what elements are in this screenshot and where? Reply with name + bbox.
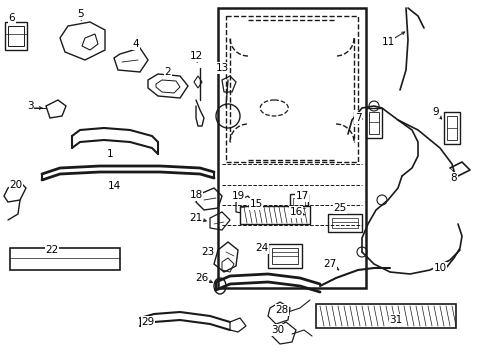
- Bar: [240, 206, 309, 224]
- Bar: [331, 218, 357, 228]
- Text: 11: 11: [381, 37, 394, 47]
- Text: 12: 12: [189, 51, 202, 61]
- Text: 26: 26: [195, 273, 208, 283]
- Bar: [443, 112, 459, 144]
- Bar: [365, 108, 381, 138]
- Text: 10: 10: [432, 263, 446, 273]
- Text: 31: 31: [388, 315, 402, 325]
- Text: 4: 4: [132, 39, 139, 49]
- Bar: [267, 244, 302, 268]
- Bar: [289, 194, 307, 222]
- Bar: [218, 8, 365, 288]
- Text: 23: 23: [201, 247, 214, 257]
- Bar: [5, 22, 27, 50]
- Text: 28: 28: [275, 305, 288, 315]
- Text: 20: 20: [9, 180, 22, 190]
- Text: 9: 9: [432, 107, 438, 117]
- Text: 7: 7: [354, 113, 361, 123]
- Bar: [446, 116, 456, 140]
- Text: 3: 3: [27, 101, 33, 111]
- Bar: [271, 248, 297, 264]
- Text: 16: 16: [289, 207, 302, 217]
- Text: 5: 5: [77, 9, 83, 19]
- Bar: [315, 304, 455, 328]
- Bar: [225, 16, 357, 162]
- Text: 25: 25: [333, 203, 346, 213]
- Text: 8: 8: [450, 173, 456, 183]
- Text: 6: 6: [9, 13, 15, 23]
- Text: 29: 29: [141, 317, 154, 327]
- Text: 14: 14: [107, 181, 121, 191]
- Text: 17: 17: [295, 191, 308, 201]
- Bar: [292, 198, 305, 218]
- Text: 1: 1: [106, 149, 113, 159]
- Bar: [8, 26, 24, 46]
- Text: 22: 22: [45, 245, 59, 255]
- Text: 13: 13: [215, 63, 228, 73]
- Text: 18: 18: [189, 190, 202, 200]
- Text: 27: 27: [323, 259, 336, 269]
- Text: 30: 30: [271, 325, 284, 335]
- Text: 19: 19: [231, 191, 244, 201]
- Bar: [10, 248, 120, 270]
- Text: 24: 24: [255, 243, 268, 253]
- Bar: [368, 112, 378, 134]
- Text: 21: 21: [189, 213, 202, 223]
- Text: 2: 2: [164, 67, 171, 77]
- Text: 15: 15: [249, 199, 262, 209]
- Bar: [327, 214, 361, 232]
